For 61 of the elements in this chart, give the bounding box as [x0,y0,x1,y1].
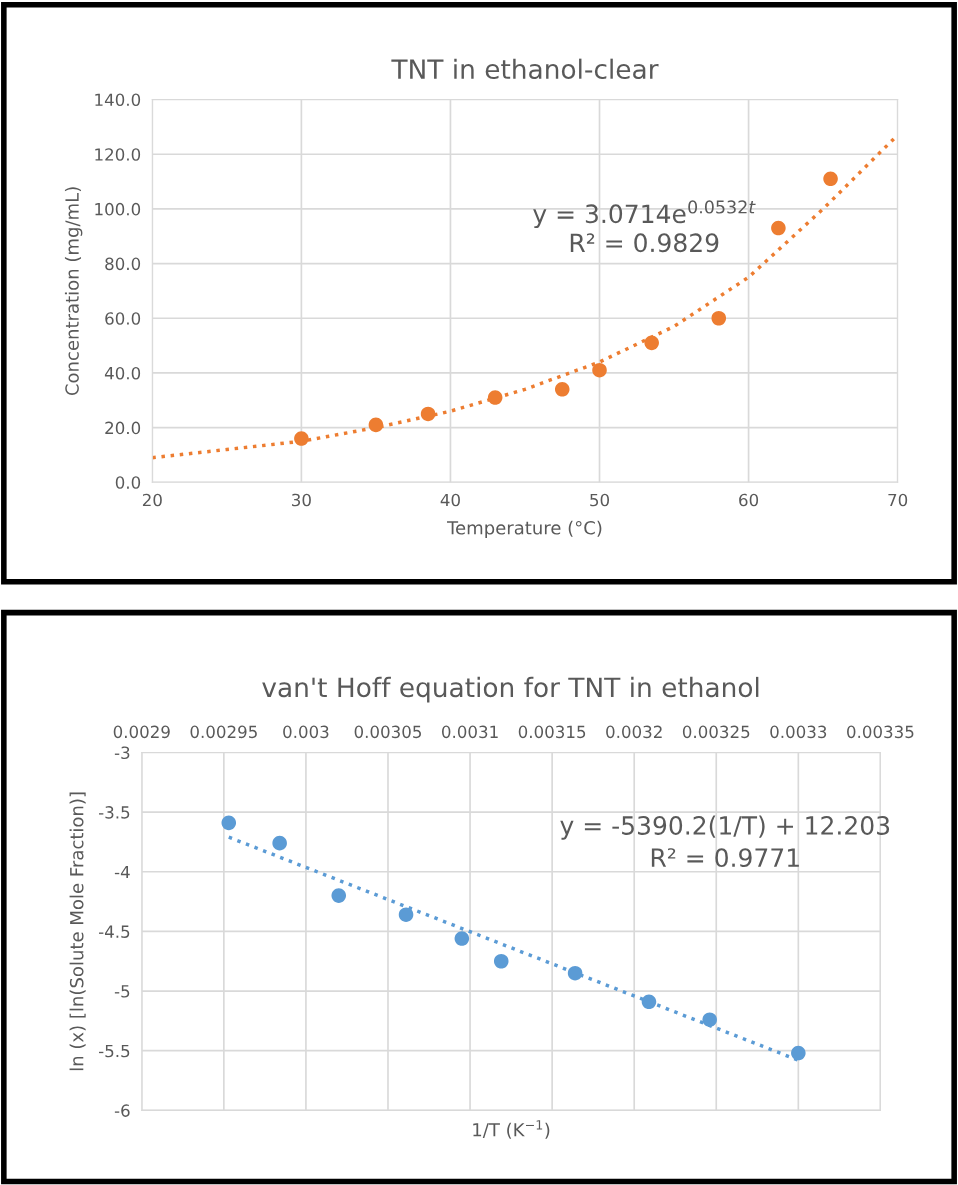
x-tick-label: 0.00335 [847,725,914,739]
point [493,953,509,969]
point [554,382,570,397]
y-tick-label: -6 [114,1104,130,1117]
y-tick-label: 60.0 [105,312,141,325]
x-tick-label: 0.0032 [606,725,662,739]
x-tick-label: 0.0031 [442,725,498,739]
point [567,965,583,981]
y-tick-label: 40.0 [104,366,141,380]
x-tick-label: 20 [142,493,162,507]
point [702,1012,717,1027]
x-axis-title: Temperature (°C) [447,520,602,539]
point [331,888,347,903]
point [711,310,727,326]
y-tick-label: -3.5 [98,806,130,819]
point [454,931,470,946]
x-tick-label: 0.00305 [354,725,421,739]
y-tick-label: -5.5 [98,1044,130,1058]
point [221,815,237,831]
y-tick-label: 120.0 [95,148,141,161]
annotation: R² = 0.9771 [651,848,799,868]
annotation: y = -5390.2(1/T) + 12.203 [560,815,890,840]
x-tick-label: 40 [440,493,460,507]
point [272,835,287,851]
x-axis-title: 1/T (K$^{−1}$) [473,1120,550,1139]
point [294,431,309,446]
x-tick-label: 0.00325 [682,725,750,739]
x-tick-label: 0.003 [283,725,329,739]
annotation: y = 3.0714e$^{0.0532t}$ [533,200,756,229]
chart-title: TNT in ethanol-clear [391,58,659,80]
x-tick-label: 0.0029 [113,725,170,739]
point [644,335,659,351]
y-tick-label: 20.0 [105,421,141,435]
y-tick-label: 80.0 [105,257,141,271]
point [791,1045,806,1061]
point [592,362,607,378]
y-tick-label: 100.0 [95,202,141,216]
y-tick-label: -3 [114,746,130,760]
point [420,406,436,422]
y-axis-title: Concentration (mg/mL) [64,187,83,396]
point [368,417,384,433]
point [487,390,503,405]
x-tick-label: 0.0033 [770,725,827,739]
x-tick-label: 60 [739,493,759,507]
y-tick-label: -5 [114,985,130,998]
x-tick-label: 0.00295 [190,725,257,739]
point [823,171,838,187]
x-tick-label: 0.00315 [518,725,586,739]
chart-title: van't Hoff equation for TNT in ethanol [262,676,759,703]
x-tick-label: 30 [292,493,311,507]
point [641,994,657,1010]
y-tick-label: 0.0 [115,476,141,489]
point [771,220,786,236]
x-tick-label: 50 [590,493,610,507]
y-tick-label: 140.0 [95,93,141,107]
annotation: R² = 0.9829 [570,233,719,253]
y-tick-label: -4 [114,865,130,879]
y-tick-label: -4.5 [98,925,130,938]
x-tick-label: 70 [888,493,908,507]
y-axis-title: ln (x) [ln(Solute Mole Fraction)] [69,792,86,1071]
point [398,907,414,922]
